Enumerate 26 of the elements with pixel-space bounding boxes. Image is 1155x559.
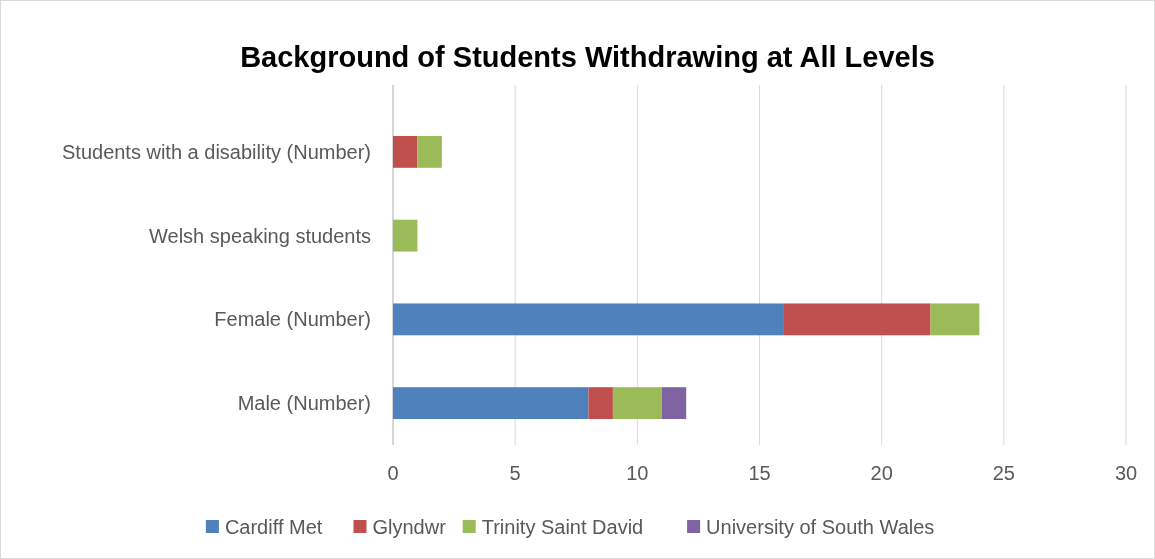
legend-label: Cardiff Met — [224, 516, 323, 538]
bar — [783, 303, 931, 336]
x-tick-label: 5 — [509, 462, 521, 484]
x-tick-label: 20 — [870, 462, 893, 484]
bar — [393, 219, 418, 252]
legend-label: Trinity Saint David — [481, 516, 644, 538]
x-tick-label: 25 — [992, 462, 1015, 484]
bar — [930, 303, 980, 336]
x-tick-label: 30 — [1114, 462, 1138, 484]
bar — [393, 303, 784, 336]
y-tick-label: Students with a disability (Number) — [61, 140, 371, 163]
y-tick-label: Welsh speaking students — [149, 224, 371, 247]
bar — [612, 387, 662, 420]
bar — [588, 387, 613, 420]
legend-label: Glyndwr — [372, 516, 447, 538]
x-tick-label: 10 — [626, 462, 649, 484]
y-tick-label: Female (Number) — [214, 308, 371, 331]
x-tick-label: 15 — [748, 462, 771, 484]
y-tick-label: Male (Number) — [237, 392, 371, 415]
bar — [417, 135, 442, 168]
bar — [393, 135, 418, 168]
bar — [393, 387, 589, 420]
bar — [661, 387, 687, 420]
chart-title: Background of Students Withdrawing at All Levels — [240, 41, 935, 73]
x-tick-label: 0 — [387, 462, 399, 484]
legend-label: University of South Wales — [706, 516, 935, 538]
